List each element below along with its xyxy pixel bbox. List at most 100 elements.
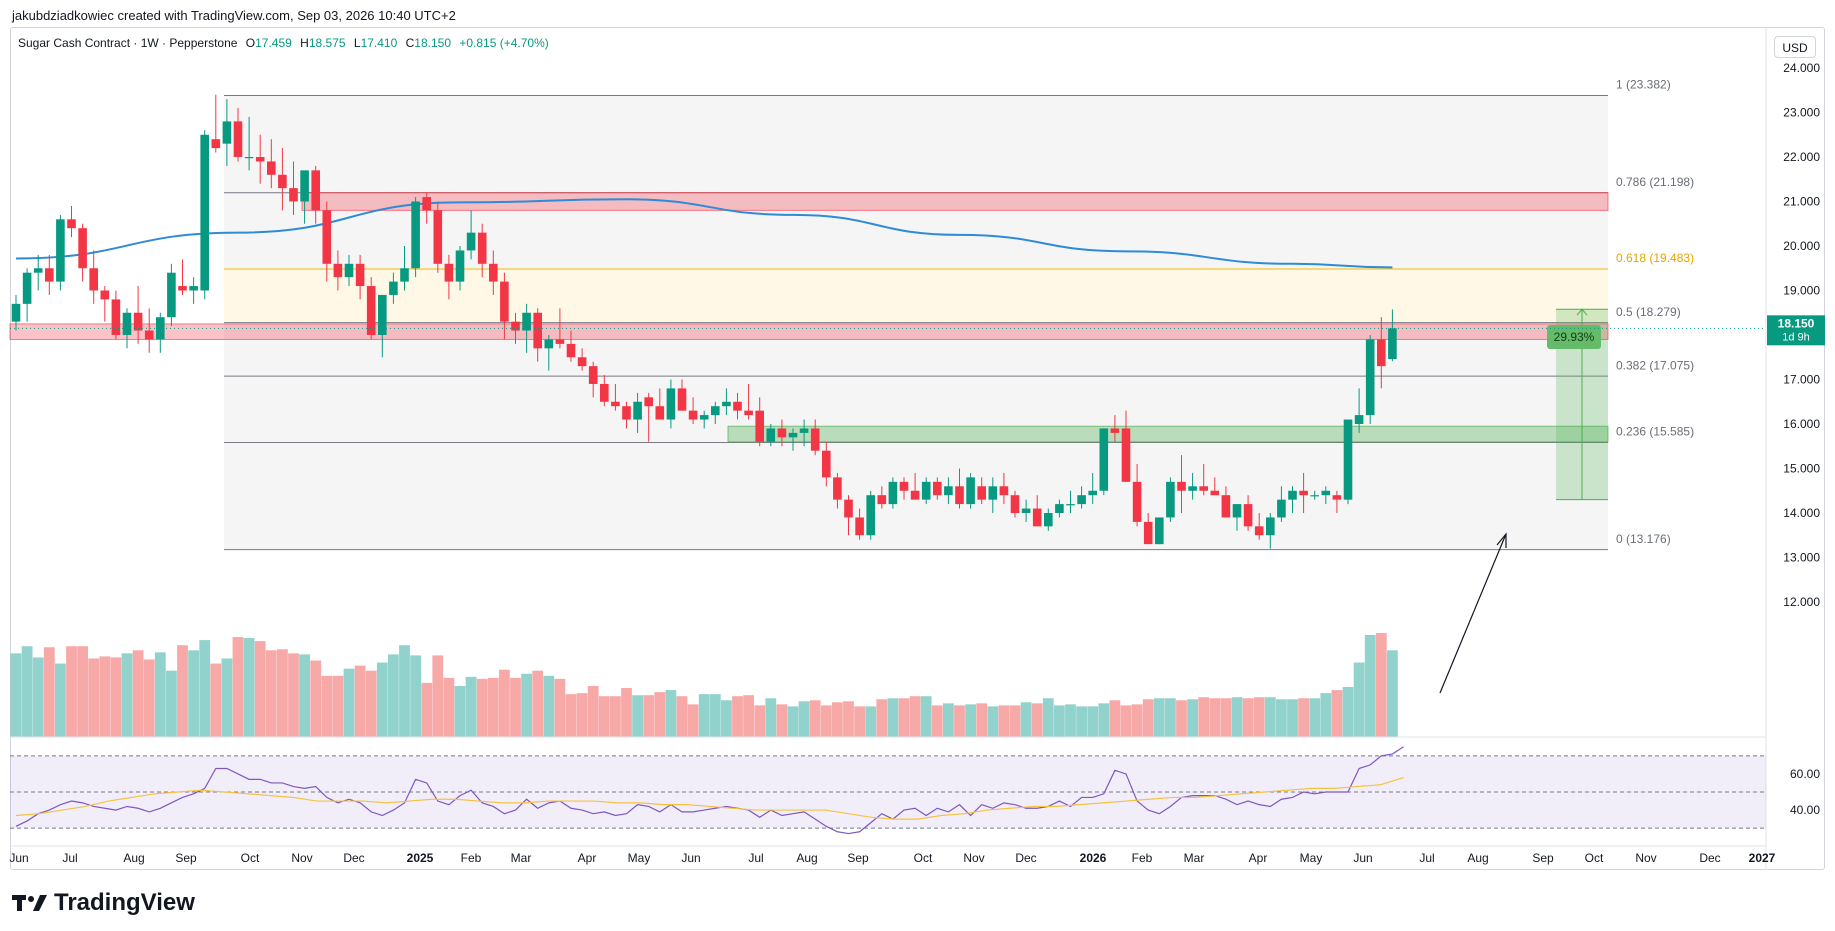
candle-body [1277,499,1286,518]
candle-body [1088,490,1097,496]
candle-body [799,428,809,433]
volume-bar [632,695,643,737]
candle-body [555,339,565,344]
volume-bar [787,706,799,737]
candle-body [255,157,265,162]
fib-band [224,95,1608,193]
symbol-title: Sugar Cash Contract · 1W · Pepperstone [18,36,238,50]
candle-body [522,312,531,331]
volume-bar [32,657,44,737]
y-tick-label: 23.000 [1783,106,1820,120]
volume-bar [1131,704,1143,737]
candle-body [1066,504,1075,506]
candle-body [78,228,87,269]
candle-body [411,201,420,269]
candle-body [45,268,54,282]
candle-body [988,486,998,500]
volume-bar [1109,700,1121,737]
candle-body [955,486,964,505]
candle-body [156,317,165,340]
y-tick-label: 12.000 [1783,595,1820,609]
candle-body [644,397,653,407]
volume-bar [1098,703,1110,737]
candle-body [866,495,875,536]
volume-bar [454,686,466,737]
candle-body [611,401,620,407]
candle-body [1021,508,1031,513]
candle-body [921,481,931,500]
moving-average-line [15,198,1393,269]
candle-body [289,188,298,202]
fib-level-label: 0.786 (21.198) [1616,175,1694,189]
volume-bar [1031,703,1043,737]
volume-bar [1176,700,1187,737]
volume-bar [376,662,388,737]
y-tick-label: 22.000 [1783,150,1820,164]
candle-body [200,134,209,291]
volume-bar [199,640,211,737]
volume-bar [610,696,621,737]
volume-bar [99,656,111,737]
brand-logo: TradingView [12,889,195,917]
candle-body [666,388,676,420]
volume-bar [1198,697,1210,737]
volume-bar [1276,699,1287,737]
x-tick-label: Dec [1015,851,1036,865]
volume-bar [265,650,277,737]
volume-bar [1087,706,1099,737]
candle-body [1210,490,1220,496]
candle-body [977,486,986,500]
volume-bar [1042,698,1054,737]
volume-bar [487,677,499,737]
volume-bar [565,694,577,737]
volume-bar [1309,698,1321,737]
candle-body [844,499,853,518]
volume-bar [931,705,943,737]
x-tick-label: 2025 [407,851,434,865]
candle-body [1243,504,1253,527]
volume-bar [920,696,932,737]
candle-body [899,481,909,491]
y-tick-label: 16.000 [1783,417,1820,431]
volume-bar [665,690,677,737]
candle-body [378,294,387,335]
candle-body [33,268,43,273]
x-tick-label: Oct [1585,851,1604,865]
volume-bar [1364,635,1376,737]
volume-bar [66,646,77,737]
x-tick-label: Feb [461,851,482,865]
volume-bar [820,705,832,737]
volume-bar [1187,699,1198,737]
candle-body [1177,481,1186,491]
last-price-value: 18.150 [1778,316,1815,330]
candle-body [167,272,176,318]
candle-body [1365,339,1375,416]
candle-body [788,432,798,438]
volume-bar [909,696,921,737]
measure-label-box [1547,325,1601,349]
candle-body [1377,339,1386,367]
volume-bar [1298,698,1309,737]
candle-body [300,170,309,202]
volume-bar [476,678,488,737]
volume-bar [465,676,477,737]
candle-body [1199,486,1208,491]
x-tick-label: Sep [175,851,197,865]
volume-bar [554,678,566,737]
volume-bar [976,703,988,737]
volume-bar [288,653,299,737]
candle-body [1354,415,1364,424]
volume-bar [776,704,788,737]
volume-bar [865,706,877,737]
volume-bar [1242,698,1254,737]
volume-bar [143,659,155,737]
volume-bar [1375,632,1387,737]
x-tick-label: Apr [578,851,597,865]
measure-arrowhead [1576,308,1588,316]
x-tick-label: May [1300,851,1323,865]
y-tick-label: 14.000 [1783,506,1820,520]
x-tick-label: Nov [1635,851,1656,865]
volume-bar [132,650,144,737]
currency-button[interactable]: USD [1774,36,1816,58]
